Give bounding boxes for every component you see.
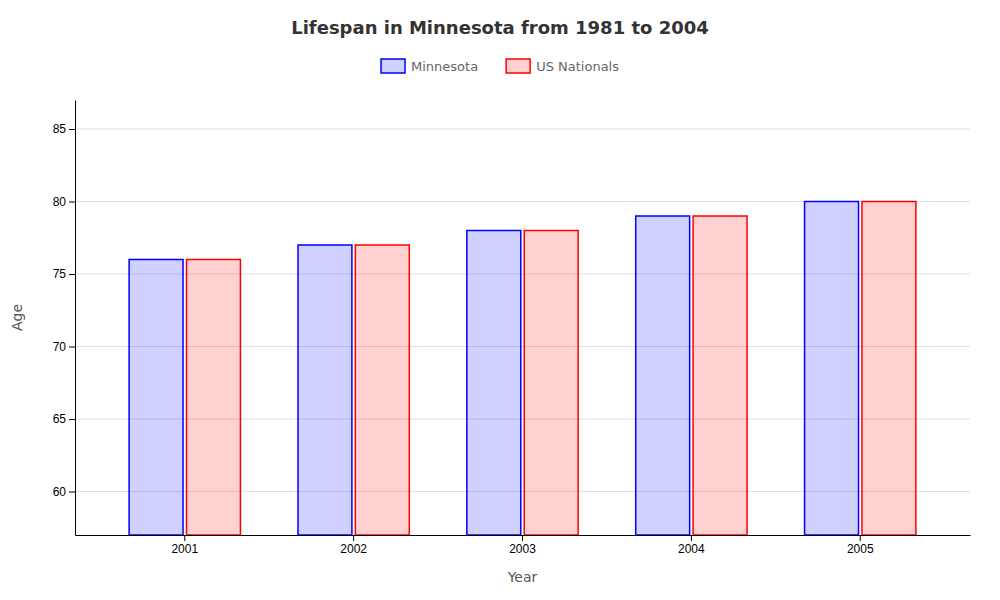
y-tick-mark <box>69 129 75 130</box>
y-axis-title: Age <box>9 304 25 331</box>
x-tick: 2005 <box>847 535 874 556</box>
x-tick-mark <box>691 535 692 541</box>
y-tick-label: 80 <box>53 195 67 209</box>
bars <box>129 202 916 536</box>
y-tick-mark <box>69 492 75 493</box>
bar <box>524 231 578 536</box>
title: Lifespan in Minnesota from 1981 to 2004 <box>291 17 709 38</box>
x-tick-label: 2002 <box>340 542 367 556</box>
bar <box>467 231 521 536</box>
x-tick: 2003 <box>509 535 536 556</box>
bar <box>355 245 409 535</box>
x-tick-mark <box>353 535 354 541</box>
x-axis: 2001 2002 2003 2004 2005 <box>76 535 971 556</box>
y-tick-label: 85 <box>53 122 67 136</box>
x-tick-mark <box>860 535 861 541</box>
y-tick-label: 65 <box>53 412 67 426</box>
y-tick: 75 <box>53 267 75 281</box>
y-tick: 65 <box>53 412 75 426</box>
bar <box>186 260 240 536</box>
x-tick: 2002 <box>340 535 367 556</box>
x-tick-mark <box>522 535 523 541</box>
y-tick-mark <box>69 202 75 203</box>
y-tick: 85 <box>53 122 75 136</box>
y-tick: 60 <box>53 485 75 499</box>
x-tick-label: 2001 <box>171 542 198 556</box>
y-axis-line <box>75 101 76 536</box>
y-tick-mark <box>69 419 75 420</box>
legend-label: Minnesota <box>411 59 478 74</box>
x-tick-label: 2003 <box>509 542 536 556</box>
bar <box>129 260 183 536</box>
bar <box>862 202 916 536</box>
y-tick: 70 <box>53 340 75 354</box>
legend-swatch <box>381 59 405 73</box>
legend: Minnesota US Nationals <box>381 59 619 74</box>
y-tick: 80 <box>53 195 75 209</box>
x-axis-title: Year <box>507 569 538 585</box>
grid-line <box>75 129 970 130</box>
bar <box>693 216 747 535</box>
y-tick-mark <box>69 347 75 348</box>
bar <box>298 245 352 535</box>
bar <box>636 216 690 535</box>
chart: Lifespan in Minnesota from 1981 to 2004 6… <box>0 0 1000 600</box>
legend-label: US Nationals <box>536 59 619 74</box>
x-tick: 2001 <box>171 535 198 556</box>
x-tick: 2004 <box>678 535 705 556</box>
x-tick-label: 2005 <box>847 542 874 556</box>
plot: 60 65 70 75 80 85 2001 2002 2003 2004 2005 <box>53 101 971 556</box>
x-tick-label: 2004 <box>678 542 705 556</box>
legend-item: Minnesota <box>381 59 478 74</box>
x-tick-mark <box>184 535 185 541</box>
y-tick-label: 70 <box>53 340 67 354</box>
y-tick-mark <box>69 274 75 275</box>
y-tick-label: 60 <box>53 485 67 499</box>
legend-swatch <box>506 59 530 73</box>
y-tick-label: 75 <box>53 267 67 281</box>
y-axis: 60 65 70 75 80 85 <box>53 101 76 536</box>
bar <box>805 202 859 536</box>
legend-item: US Nationals <box>506 59 619 74</box>
